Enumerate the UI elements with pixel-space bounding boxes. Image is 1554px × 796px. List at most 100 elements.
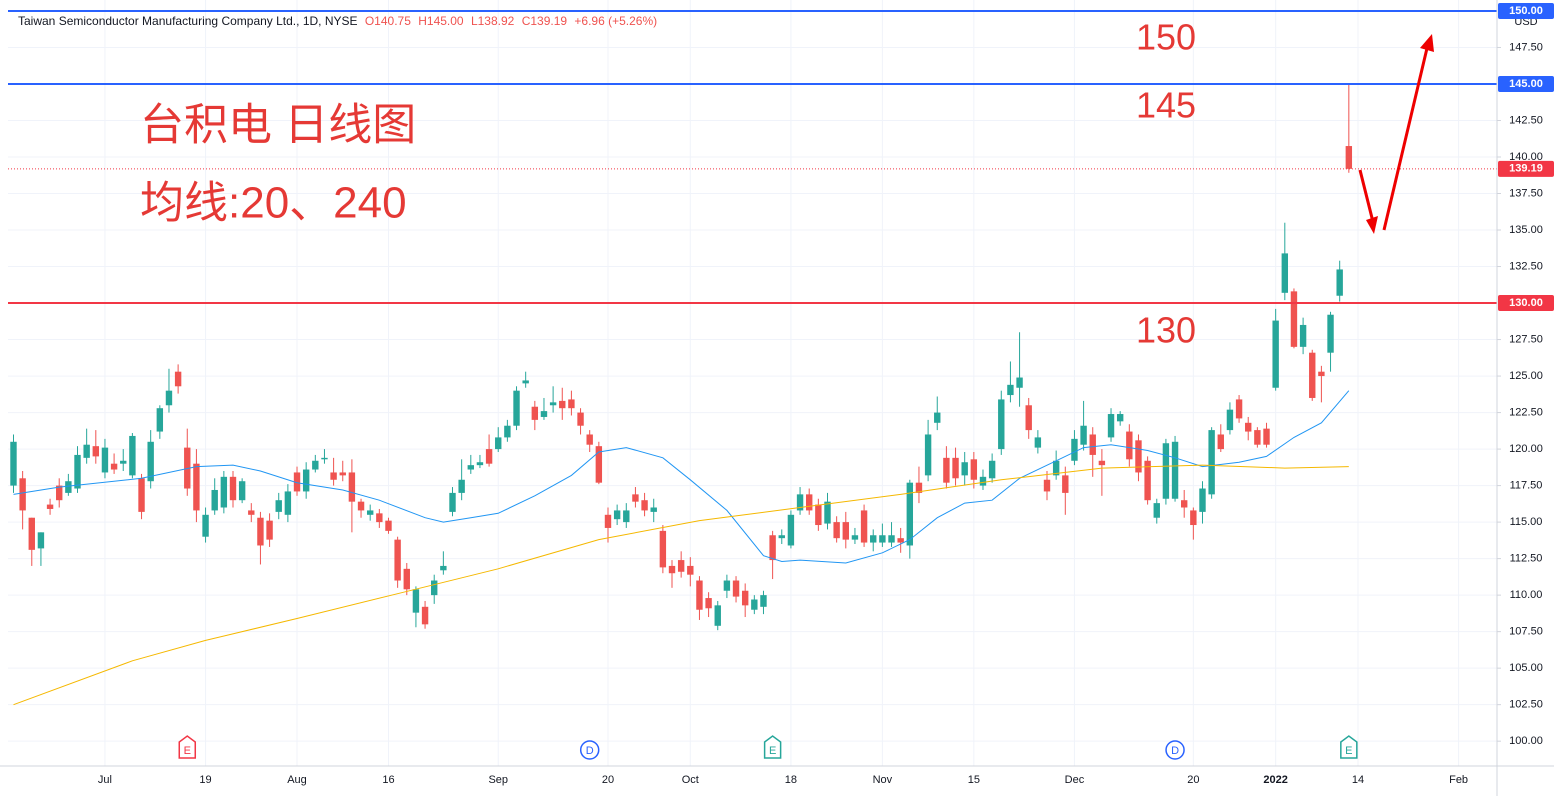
candle-body — [1153, 503, 1160, 518]
candle-body — [348, 472, 356, 502]
candle-body — [714, 605, 721, 626]
change: +6.96 (+5.26%) — [574, 14, 658, 28]
candle-body — [979, 476, 987, 486]
candle-body — [851, 535, 859, 540]
candle-body — [28, 517, 35, 550]
candle-body — [376, 513, 383, 523]
candle-body — [174, 371, 182, 387]
x-tick-label: Jul — [98, 774, 112, 786]
candle-body — [924, 434, 932, 476]
candle-body — [485, 449, 493, 464]
annotation: 均线:20、240 — [140, 179, 407, 228]
y-tick-label: 142.50 — [1509, 114, 1543, 126]
candle-body — [431, 580, 438, 596]
candle-body — [74, 454, 81, 489]
symbol-name: Taiwan Semiconductor Manufacturing Compa… — [18, 14, 358, 28]
candle-body — [513, 390, 520, 426]
candle-body — [46, 504, 54, 509]
candle-body — [988, 460, 996, 479]
candle-body — [595, 446, 603, 483]
event-marker — [1340, 735, 1358, 759]
annotation: 130 — [1136, 310, 1196, 351]
candle-body — [1126, 431, 1133, 460]
candle-body — [796, 494, 804, 511]
candle-body — [1135, 440, 1142, 473]
candle-body — [1007, 384, 1014, 396]
candle-body — [458, 479, 465, 493]
event-label: D — [1171, 745, 1179, 757]
y-tick-label: 105.00 — [1509, 662, 1543, 674]
annotation: 145 — [1136, 85, 1196, 126]
candle-body — [787, 514, 795, 546]
candle-body — [559, 400, 566, 409]
y-tick-label: 112.50 — [1510, 553, 1543, 565]
candle-body — [1318, 371, 1325, 377]
candle-body — [211, 489, 218, 511]
candle-body — [577, 412, 584, 426]
candle-body — [138, 478, 145, 512]
candle-body — [275, 500, 282, 512]
candle-body — [220, 476, 228, 508]
y-tick-label: 135.00 — [1509, 224, 1543, 236]
x-tick-label: Sep — [488, 774, 508, 786]
candle-body — [723, 580, 731, 591]
candle-body — [1089, 434, 1096, 455]
candle-body — [677, 560, 685, 572]
candle-body — [1016, 377, 1023, 388]
candle-body — [257, 517, 264, 546]
annotation: 150 — [1136, 17, 1196, 58]
candle-body — [19, 478, 26, 511]
event-label: E — [1345, 745, 1352, 757]
candle-body — [952, 457, 959, 479]
candle-body — [1226, 409, 1234, 431]
candle-body — [147, 441, 154, 482]
y-tick-label: 115.00 — [1510, 516, 1543, 528]
annotation: 台积电 日线图 — [140, 101, 416, 150]
candle-body — [1052, 460, 1060, 476]
candle-body — [165, 390, 173, 406]
candle-body — [769, 535, 776, 561]
candle-body — [293, 472, 301, 492]
candle-body — [229, 476, 237, 501]
candle-body — [1272, 320, 1279, 388]
candle-body — [248, 510, 255, 515]
candle-body — [650, 507, 657, 512]
candle-body — [1180, 500, 1188, 508]
low: L138.92 — [470, 14, 515, 28]
candle-body — [806, 494, 813, 511]
candle-body — [1290, 291, 1298, 347]
candle-body — [613, 510, 621, 520]
last-price-label: 139.19 — [1509, 163, 1543, 175]
candle-body — [449, 492, 456, 512]
x-tick-label: 15 — [968, 774, 980, 786]
x-tick-label: 20 — [1187, 774, 1199, 786]
candle-body — [659, 530, 667, 568]
event-label: E — [184, 745, 191, 757]
x-tick-label: 18 — [785, 774, 797, 786]
candle-body — [696, 580, 703, 610]
candle-body — [330, 472, 337, 480]
candle-body — [531, 406, 539, 420]
moving-average-line — [13, 464, 1349, 706]
candle-body — [129, 435, 136, 476]
y-tick-label: 107.50 — [1509, 626, 1543, 638]
last-price-badge — [1498, 160, 1554, 177]
arrow-down — [1358, 169, 1376, 227]
y-tick-label: 127.50 — [1509, 333, 1543, 345]
y-tick-label: 100.00 — [1509, 735, 1543, 747]
candle-body — [522, 380, 529, 384]
candle-body — [1144, 460, 1151, 501]
x-tick-label: 14 — [1352, 774, 1364, 786]
candle-body — [394, 539, 401, 581]
candle-body — [495, 437, 502, 450]
candle-body — [934, 412, 941, 423]
event-label: E — [769, 745, 776, 757]
event-label: D — [586, 745, 594, 757]
x-tick-label: Feb — [1449, 774, 1468, 786]
candle-body — [1336, 269, 1343, 296]
candle-body — [970, 459, 978, 480]
x-tick-label: 19 — [199, 774, 211, 786]
candle-body — [586, 434, 593, 445]
